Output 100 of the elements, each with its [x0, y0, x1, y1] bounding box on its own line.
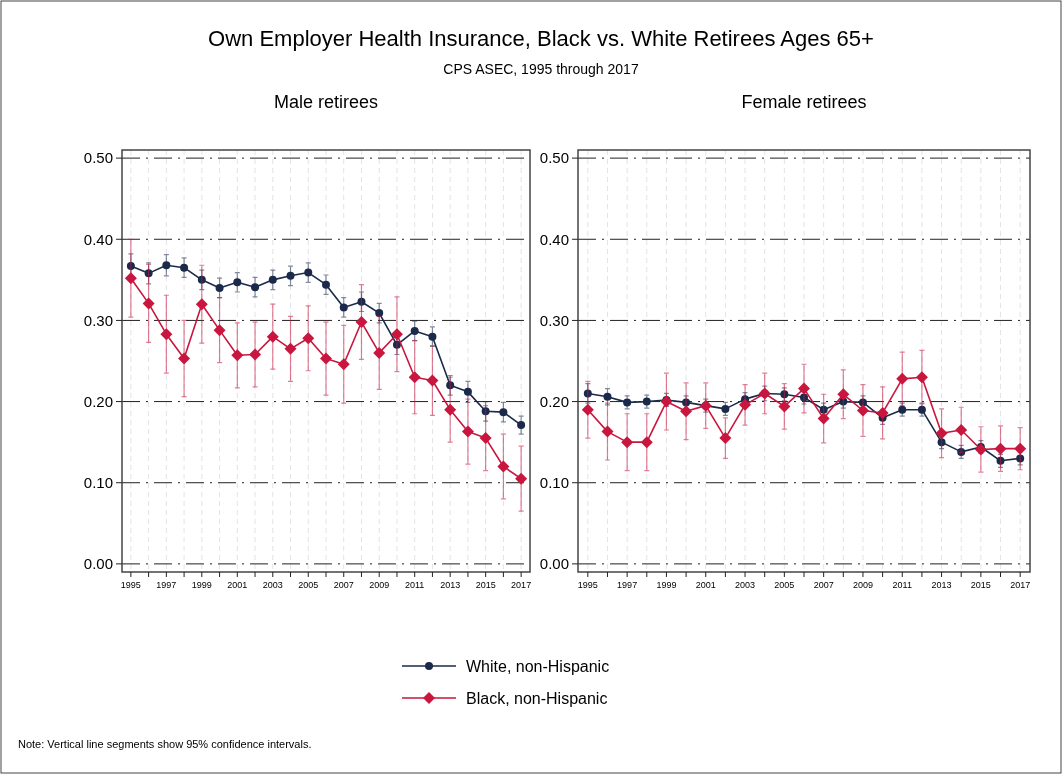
point [304, 268, 313, 277]
legend-label: Black, non-Hispanic [466, 689, 608, 707]
point [284, 342, 297, 355]
y-tick-label: 0.20 [83, 392, 113, 410]
point [195, 298, 208, 311]
point [798, 382, 810, 395]
point [302, 332, 315, 345]
x-tick-label: 2011 [892, 580, 912, 590]
point [621, 436, 634, 449]
y-tick-label: 0.40 [539, 230, 569, 248]
x-tick-label: 1999 [191, 580, 212, 590]
y-tick-label: 0.10 [539, 473, 569, 491]
legend-label: White, non-Hispanic [466, 657, 610, 675]
point [583, 389, 592, 398]
point [160, 328, 173, 341]
point [322, 280, 330, 289]
point [197, 275, 206, 284]
x-tick-label: 2009 [369, 580, 390, 590]
point [497, 460, 510, 473]
point [180, 263, 189, 272]
point [739, 398, 752, 411]
x-tick-label: 2007 [333, 580, 354, 590]
y-tick-label: 0.10 [83, 473, 113, 491]
y-tick-label: 0.00 [539, 555, 569, 573]
point [390, 328, 403, 341]
point [994, 442, 1007, 455]
x-tick-label: 2009 [852, 580, 873, 590]
point [935, 427, 948, 440]
point [680, 405, 693, 418]
y-tick-label: 0.30 [539, 311, 569, 329]
y-tick-label: 0.50 [539, 149, 569, 167]
x-tick-label: 2013 [931, 580, 952, 590]
x-tick-label: 2005 [774, 580, 795, 590]
point [955, 423, 968, 436]
point [515, 472, 528, 485]
point [517, 421, 526, 430]
point [640, 436, 653, 449]
x-tick-label: 2003 [262, 580, 283, 590]
point [337, 358, 350, 371]
point [778, 400, 791, 413]
x-tick-label: 2007 [813, 580, 834, 590]
x-tick-label: 2005 [298, 580, 319, 590]
x-tick-label: 1995 [120, 580, 141, 590]
point [479, 432, 492, 445]
point [915, 371, 928, 384]
point [215, 283, 224, 292]
y-tick-label: 0.40 [83, 230, 113, 248]
point [719, 432, 732, 445]
point [876, 406, 889, 419]
chart-subtitle: CPS ASEC, 1995 through 2017 [443, 61, 639, 77]
x-tick-label: 2015 [475, 580, 496, 590]
x-tick-label: 2001 [695, 580, 716, 590]
x-tick-label: 1995 [577, 580, 598, 590]
point [266, 330, 279, 343]
point [339, 303, 348, 312]
point [410, 326, 419, 335]
y-tick-label: 0.20 [539, 392, 569, 410]
point [142, 297, 155, 310]
point [268, 275, 277, 284]
point [817, 412, 830, 425]
point [444, 403, 457, 416]
point [162, 261, 171, 270]
point [286, 271, 295, 280]
x-tick-label: 1999 [656, 580, 677, 590]
point [355, 316, 368, 329]
point [603, 392, 612, 401]
point [126, 262, 135, 271]
point [428, 332, 437, 341]
x-tick-label: 2003 [735, 580, 756, 590]
point [124, 272, 137, 285]
x-tick-label: 2011 [405, 580, 425, 590]
y-tick-label: 0.00 [83, 555, 113, 573]
point [1014, 442, 1027, 455]
point [581, 403, 594, 416]
x-tick-label: 2017 [1010, 580, 1031, 590]
point [233, 278, 242, 287]
x-tick-label: 1997 [617, 580, 638, 590]
x-tick-label: 1997 [156, 580, 177, 590]
point [392, 340, 401, 349]
chart-title: Own Employer Health Insurance, Black vs. White Retirees Ages 65+ [208, 26, 874, 51]
point [357, 297, 366, 306]
point [446, 381, 455, 390]
text: Female retirees [741, 92, 867, 112]
x-tick-label: 2017 [511, 580, 532, 590]
y-tick-label: 0.30 [83, 311, 113, 329]
x-tick-label: 2015 [970, 580, 991, 590]
point [408, 371, 421, 384]
point [426, 374, 439, 387]
point [481, 407, 490, 416]
x-tick-label: 2013 [440, 580, 461, 590]
point [320, 352, 332, 365]
point [249, 348, 262, 361]
text: Male retirees [273, 92, 379, 112]
point [375, 309, 384, 318]
point [837, 388, 850, 401]
point [461, 425, 474, 438]
y-tick-label: 0.50 [83, 149, 113, 167]
point [231, 349, 244, 362]
text: Note: Vertical line segments show 95% confidence intervals. [18, 738, 312, 750]
point [251, 283, 260, 292]
